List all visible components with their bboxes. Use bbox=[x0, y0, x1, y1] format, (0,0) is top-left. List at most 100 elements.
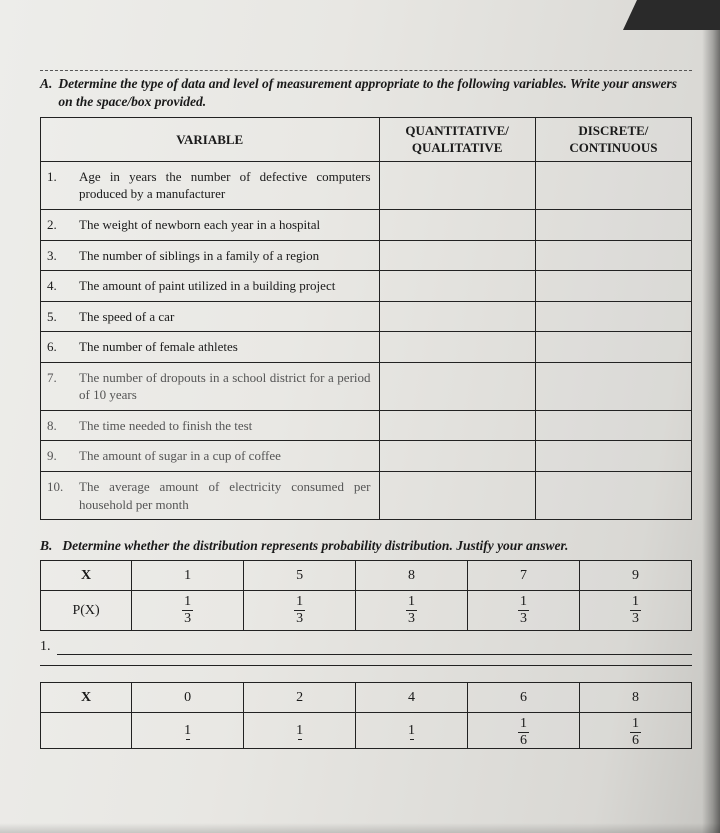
quant-qual-cell bbox=[379, 410, 535, 441]
table-row: 7. The number of dropouts in a school dis… bbox=[41, 362, 692, 410]
fraction-denominator bbox=[410, 739, 414, 741]
discrete-cont-cell bbox=[535, 362, 691, 410]
table-row: 4.The amount of paint utilized in a buil… bbox=[41, 271, 692, 302]
discrete-cont-cell bbox=[535, 210, 691, 241]
fraction: 16 bbox=[518, 717, 529, 748]
discrete-cont-cell bbox=[535, 410, 691, 441]
variable-cell: 9. The amount of sugar in a cup of coffee bbox=[41, 441, 380, 472]
variable-cell: 10.The average amount of electricity con… bbox=[41, 471, 380, 519]
fraction: 16 bbox=[630, 717, 641, 748]
fraction: 1 bbox=[406, 724, 417, 741]
variable-cell: 6.The number of female athletes bbox=[41, 332, 380, 363]
table-row: 5.The speed of a car bbox=[41, 301, 692, 332]
prob-table-1: X 15879 P(X) 1313131313 bbox=[40, 560, 692, 631]
quant-qual-cell bbox=[379, 240, 535, 271]
th-discrete-continuous: DISCRETE/ CONTINUOUS bbox=[535, 118, 691, 162]
variable-cell: 5.The speed of a car bbox=[41, 301, 380, 332]
fraction: 13 bbox=[518, 595, 529, 626]
pt1-x-label: X bbox=[41, 561, 132, 591]
quant-qual-cell bbox=[379, 301, 535, 332]
fraction: 13 bbox=[182, 595, 193, 626]
answer-1-number: 1. bbox=[40, 639, 51, 655]
row-number: 2. bbox=[47, 216, 69, 234]
fraction-numerator: 1 bbox=[406, 724, 417, 739]
answer-1-rule bbox=[57, 641, 693, 655]
discrete-cont-cell bbox=[535, 240, 691, 271]
pt1-p-cell: 13 bbox=[244, 591, 356, 631]
section-a-instruction: Determine the type of data and level of … bbox=[58, 75, 692, 111]
section-a-marker: A. bbox=[40, 75, 52, 111]
pt2-x-cell: 0 bbox=[132, 683, 244, 713]
pt2-x-cell: 2 bbox=[244, 683, 356, 713]
page-bottom-fade bbox=[0, 823, 720, 833]
quant-qual-cell bbox=[379, 471, 535, 519]
section-b-heading: B. Determine whether the distribution re… bbox=[40, 538, 692, 554]
table-row: 6.The number of female athletes bbox=[41, 332, 692, 363]
fraction-numerator: 1 bbox=[182, 724, 193, 739]
section-b-instruction: Determine whether the distribution repre… bbox=[62, 538, 568, 554]
fraction-denominator: 6 bbox=[630, 732, 641, 748]
fraction-numerator: 1 bbox=[518, 717, 529, 732]
pt2-x-cell: 4 bbox=[356, 683, 468, 713]
fraction-numerator: 1 bbox=[294, 595, 305, 610]
variable-cell: 7. The number of dropouts in a school dis… bbox=[41, 362, 380, 410]
quant-qual-cell bbox=[379, 362, 535, 410]
pt1-x-cell: 8 bbox=[356, 561, 468, 591]
fraction-denominator: 3 bbox=[182, 610, 193, 626]
fraction-denominator: 3 bbox=[518, 610, 529, 626]
fraction-denominator: 3 bbox=[630, 610, 641, 626]
variables-table: VARIABLE QUANTITATIVE/ QUALITATIVE DISCR… bbox=[40, 117, 692, 520]
row-number: 7. bbox=[47, 369, 69, 404]
fraction: 1 bbox=[182, 724, 193, 741]
row-text: The weight of newborn each year in a hos… bbox=[79, 216, 371, 234]
section-b-marker: B. bbox=[40, 538, 52, 554]
discrete-cont-cell bbox=[535, 332, 691, 363]
discrete-cont-cell bbox=[535, 441, 691, 472]
row-text: The number of siblings in a family of a … bbox=[79, 247, 371, 265]
quant-qual-cell bbox=[379, 271, 535, 302]
row-text: Age in years the number of defective com… bbox=[79, 168, 371, 203]
row-text: The amount of sugar in a cup of coffee bbox=[79, 447, 371, 465]
fraction-numerator: 1 bbox=[518, 595, 529, 610]
fraction-numerator: 1 bbox=[294, 724, 305, 739]
discrete-cont-cell bbox=[535, 301, 691, 332]
pt2-p-cell: 1 bbox=[356, 713, 468, 749]
pt2-x-cell: 6 bbox=[468, 683, 580, 713]
prob-table-2: X 02468 1111616 bbox=[40, 682, 692, 749]
fraction-denominator: 3 bbox=[406, 610, 417, 626]
pt2-x-label: X bbox=[41, 683, 132, 713]
pt1-p-cell: 13 bbox=[580, 591, 692, 631]
fraction-numerator: 1 bbox=[630, 595, 641, 610]
variable-cell: 4.The amount of paint utilized in a buil… bbox=[41, 271, 380, 302]
table-row: 1.Age in years the number of defective c… bbox=[41, 161, 692, 209]
discrete-cont-cell bbox=[535, 471, 691, 519]
variable-cell: 3. The number of siblings in a family of … bbox=[41, 240, 380, 271]
fraction: 1 bbox=[294, 724, 305, 741]
quant-qual-cell bbox=[379, 161, 535, 209]
pt1-x-cell: 5 bbox=[244, 561, 356, 591]
pt1-p-label: P(X) bbox=[41, 591, 132, 631]
row-text: The number of dropouts in a school distr… bbox=[79, 369, 371, 404]
pt2-p-cell: 1 bbox=[244, 713, 356, 749]
answer-1-rule-2 bbox=[40, 665, 692, 666]
answer-line-1: 1. bbox=[40, 639, 692, 655]
discrete-cont-cell bbox=[535, 161, 691, 209]
table-row: 8.The time needed to finish the test bbox=[41, 410, 692, 441]
page-right-shadow bbox=[702, 0, 720, 833]
quant-qual-cell bbox=[379, 441, 535, 472]
variable-cell: 8.The time needed to finish the test bbox=[41, 410, 380, 441]
row-number: 4. bbox=[47, 277, 69, 295]
fraction: 13 bbox=[406, 595, 417, 626]
quant-qual-cell bbox=[379, 210, 535, 241]
row-number: 6. bbox=[47, 338, 69, 356]
variable-cell: 2. The weight of newborn each year in a h… bbox=[41, 210, 380, 241]
th-variable: VARIABLE bbox=[41, 118, 380, 162]
row-number: 9. bbox=[47, 447, 69, 465]
pt2-x-cell: 8 bbox=[580, 683, 692, 713]
pt1-x-cell: 7 bbox=[468, 561, 580, 591]
pt2-p-label bbox=[41, 713, 132, 749]
table-row: 3. The number of siblings in a family of … bbox=[41, 240, 692, 271]
discrete-cont-cell bbox=[535, 271, 691, 302]
pt1-p-cell: 13 bbox=[356, 591, 468, 631]
row-number: 3. bbox=[47, 247, 69, 265]
